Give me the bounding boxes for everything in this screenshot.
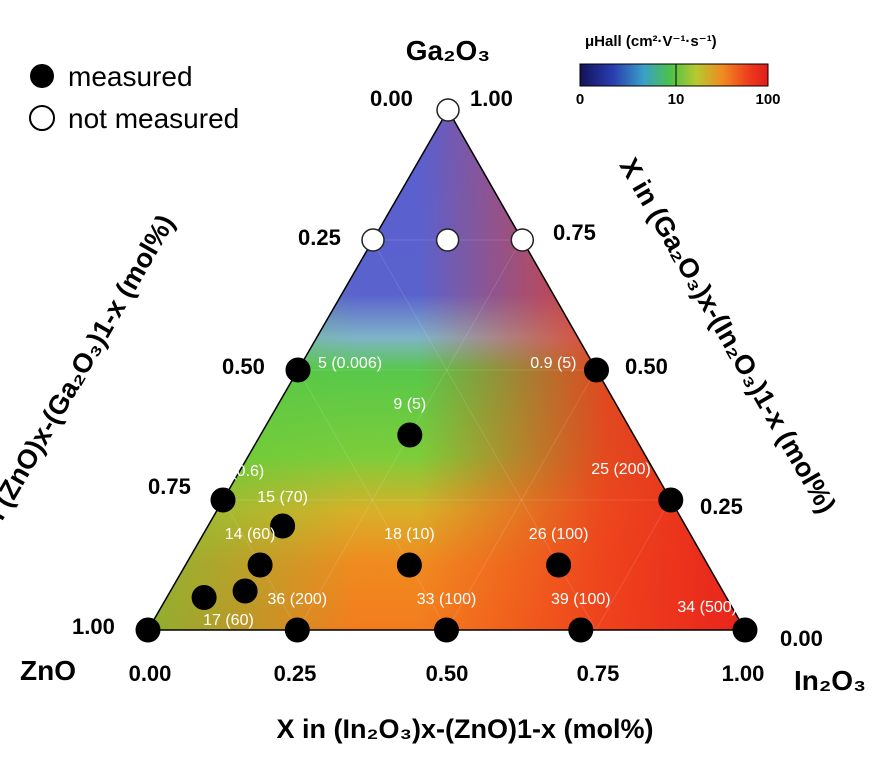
point-label: 34 (500) xyxy=(677,599,737,616)
bottom-tick: 0.75 xyxy=(577,661,620,686)
colorbar-gradient xyxy=(579,63,769,87)
point-not-measured xyxy=(361,228,385,252)
point-measured xyxy=(284,617,310,643)
point-measured xyxy=(247,552,273,578)
point-measured xyxy=(434,617,459,643)
point-measured xyxy=(568,617,594,643)
legend-label-measured: measured xyxy=(68,61,193,92)
point-label: 39 (100) xyxy=(551,591,611,608)
bottom-tick: 0.00 xyxy=(129,661,172,686)
point-label: 33 (100) xyxy=(417,591,477,608)
colorbar-tick: 10 xyxy=(668,91,685,108)
right-tick: 0.00 xyxy=(780,626,823,651)
left-axis-title: X in (ZnO)x-(Ga₂O₃)1-x (mol%) xyxy=(0,210,180,562)
point-measured xyxy=(732,617,758,643)
corner-left-label: ZnO xyxy=(20,655,76,686)
left-tick: 0.25 xyxy=(298,225,341,250)
left-tick: 1.00 xyxy=(72,614,115,639)
point-label: 5 (0.006) xyxy=(318,355,382,372)
point-label: 18 (10) xyxy=(384,526,435,543)
point-label: 36 (200) xyxy=(268,591,328,608)
point-measured xyxy=(135,617,161,643)
point-measured xyxy=(658,487,684,513)
point-measured xyxy=(397,422,423,448)
point-label: 9 (5) xyxy=(393,396,426,413)
point-not-measured xyxy=(435,228,460,252)
right-tick: 1.00 xyxy=(470,86,513,111)
colorbar-tick: 100 xyxy=(755,91,780,108)
legend-marker-filled xyxy=(30,64,54,88)
point-label: 9 (0.6) xyxy=(218,463,264,480)
point-measured xyxy=(285,357,311,383)
point-measured xyxy=(546,552,572,578)
right-tick: 0.25 xyxy=(700,494,743,519)
colorbar-tick: 0 xyxy=(576,91,584,108)
point-label: 26 (100) xyxy=(529,526,589,543)
legend: measured not measured xyxy=(29,61,239,134)
point-measured xyxy=(584,357,609,383)
bottom-tick: 0.50 xyxy=(426,661,469,686)
corner-top-label: Ga₂O₃ xyxy=(406,35,491,66)
point-measured xyxy=(210,487,236,513)
colorbar: μHall (cm²·V⁻¹·s⁻¹) 0 10 100 xyxy=(576,33,781,108)
legend-marker-open xyxy=(29,105,55,131)
point-measured xyxy=(191,585,217,610)
right-tick: 0.50 xyxy=(625,354,668,379)
legend-label-not-measured: not measured xyxy=(68,103,239,134)
point-not-measured xyxy=(436,98,460,122)
right-tick: 0.75 xyxy=(553,220,596,245)
point-measured xyxy=(396,552,422,578)
left-tick: 0.50 xyxy=(222,354,265,379)
left-tick: 0.75 xyxy=(148,474,191,499)
point-label: 25 (200) xyxy=(591,461,651,478)
point-label: 14 (60) xyxy=(225,526,276,543)
point-measured xyxy=(232,578,258,604)
corner-right-label: In₂O₃ xyxy=(794,665,866,696)
point-not-measured xyxy=(510,228,535,252)
point-measured xyxy=(270,513,296,539)
bottom-tick: 1.00 xyxy=(722,661,765,686)
top-left-tick: 0.00 xyxy=(370,86,413,111)
point-label: 0.9 (5) xyxy=(530,355,576,372)
bottom-axis-title: X in (In₂O₃)x-(ZnO)1-x (mol%) xyxy=(277,714,654,744)
bottom-tick: 0.25 xyxy=(274,661,317,686)
point-label: 15 (70) xyxy=(257,489,308,506)
point-label: 17 (60) xyxy=(203,612,254,629)
colorbar-title: μHall (cm²·V⁻¹·s⁻¹) xyxy=(585,33,717,50)
data-points: 5 (0.006) 0.9 (5) 9 (5) 9 (0.6) 25 (200) 15 (… xyxy=(135,98,758,643)
